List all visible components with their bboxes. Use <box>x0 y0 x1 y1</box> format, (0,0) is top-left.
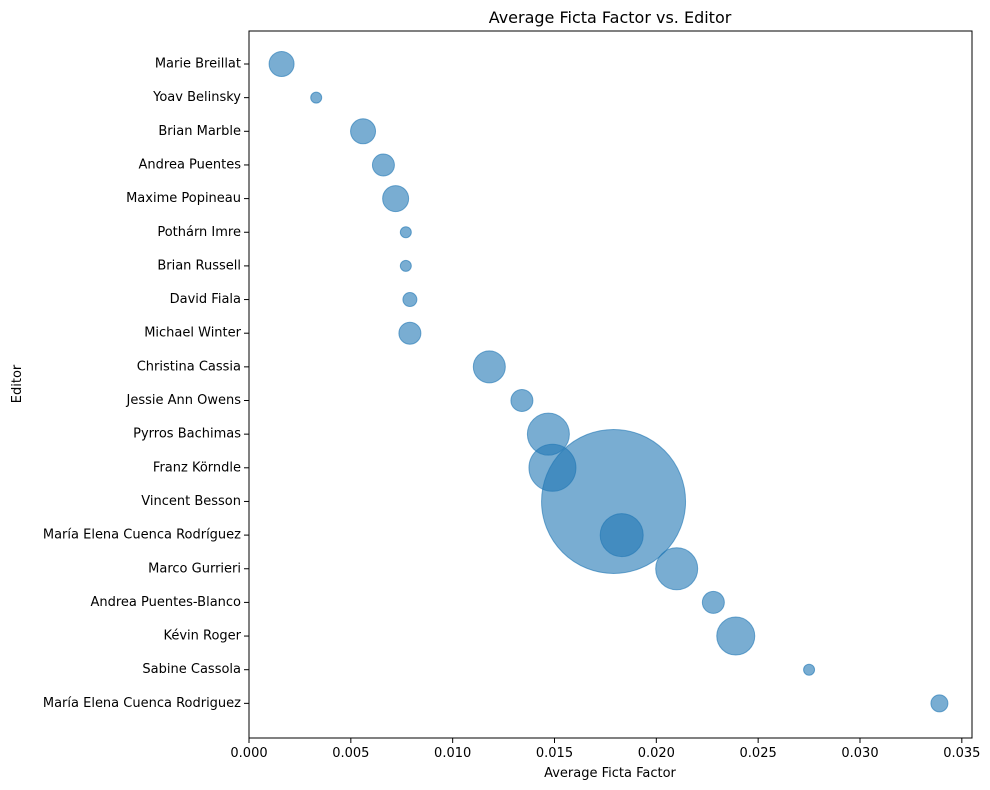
y-tick-label: Michael Winter <box>144 326 241 341</box>
x-ticks: 0.000 0.005 0.010 0.015 0.020 0.025 0.030 0.035 <box>230 738 980 761</box>
data-point <box>541 428 687 574</box>
points-layer <box>268 51 949 713</box>
data-point <box>371 153 395 177</box>
x-tick-label: 0.015 <box>536 746 573 761</box>
chart-title: Average Ficta Factor vs. Editor <box>489 8 732 27</box>
x-axis-label: Average Ficta Factor <box>544 766 676 781</box>
x-tick-label: 0.025 <box>740 746 777 761</box>
data-point <box>382 185 410 213</box>
data-point <box>716 616 756 656</box>
y-tick-label: María Elena Cuenca Rodriguez <box>43 696 241 711</box>
data-point <box>655 547 699 591</box>
data-point <box>402 292 418 308</box>
y-tick-label: Kévin Roger <box>163 629 241 644</box>
y-tick-label: Yoav Belinsky <box>152 90 241 105</box>
data-point <box>399 226 412 239</box>
y-tick-label: María Elena Cuenca Rodríguez <box>43 528 241 543</box>
y-tick-label: Maxime Popineau <box>126 191 241 206</box>
y-tick-label: Pothárn Imre <box>157 225 241 240</box>
y-tick-label: Franz Körndle <box>153 460 241 475</box>
data-point <box>472 350 506 384</box>
x-tick-label: 0.010 <box>434 746 471 761</box>
y-tick-label: Marco Gurrieri <box>148 561 241 576</box>
y-tick-label: Vincent Besson <box>141 494 241 509</box>
y-tick-label: Christina Cassia <box>137 359 241 374</box>
data-point <box>398 321 422 345</box>
y-tick-label: Brian Marble <box>158 124 241 139</box>
x-tick-label: 0.035 <box>943 746 980 761</box>
data-point <box>803 663 816 676</box>
y-axis-label: Editor <box>10 364 25 403</box>
y-tick-label: David Fiala <box>170 292 241 307</box>
data-point <box>930 694 949 713</box>
data-point <box>510 389 534 412</box>
plot-frame <box>248 30 973 739</box>
x-tick-label: 0.005 <box>332 746 369 761</box>
data-point <box>350 118 377 145</box>
y-tick-label: Andrea Puentes <box>139 157 242 172</box>
x-tick-label: 0.030 <box>841 746 878 761</box>
y-tick-label: Pyrros Bachimas <box>133 427 241 442</box>
y-tick-label: Brian Russell <box>157 258 241 273</box>
data-point <box>701 590 725 614</box>
data-point <box>599 513 644 558</box>
x-tick-label: 0.020 <box>638 746 675 761</box>
y-ticks: Marie Breillat Yoav Belinsky Brian Marble A… <box>43 57 249 711</box>
x-tick-label: 0.000 <box>230 746 267 761</box>
data-point <box>310 91 323 104</box>
y-tick-label: Jessie Ann Owens <box>126 393 242 408</box>
data-point <box>399 259 412 272</box>
y-tick-label: Andrea Puentes-Blanco <box>90 595 241 610</box>
data-point <box>526 412 570 456</box>
y-tick-label: Marie Breillat <box>155 57 241 72</box>
data-point <box>268 51 295 77</box>
y-tick-label: Sabine Cassola <box>142 662 241 677</box>
